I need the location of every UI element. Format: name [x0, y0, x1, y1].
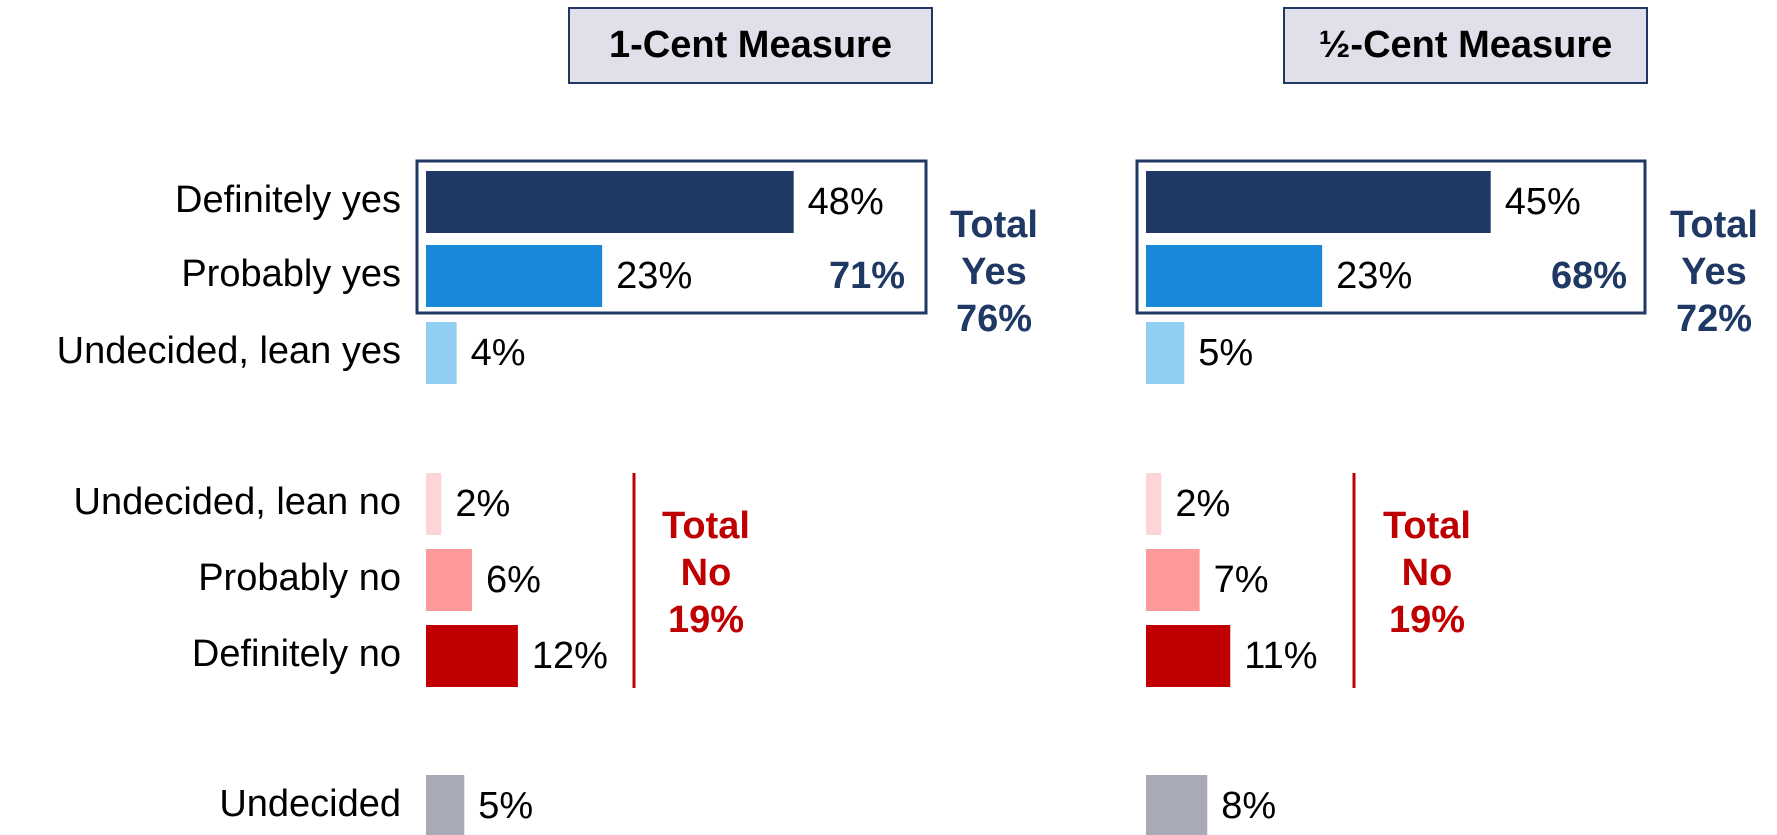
bar [1146, 322, 1185, 384]
category-label: Undecided [219, 783, 401, 825]
bar [426, 775, 465, 835]
bar [1146, 473, 1162, 535]
total-no-value: 19% [667, 599, 745, 641]
bar [1146, 625, 1231, 687]
bar [1146, 549, 1200, 611]
value-label: 6% [486, 559, 541, 601]
value-label: 2% [1175, 483, 1230, 525]
total-yes: Total Yes 72% [1649, 202, 1777, 343]
value-label: 12% [532, 635, 608, 677]
total-yes-label: Total Yes [1670, 204, 1758, 293]
bar [1146, 171, 1491, 233]
yes-box [1135, 159, 1647, 315]
bar [426, 322, 457, 384]
subtotal-label: 71% [829, 255, 905, 297]
bar [426, 171, 794, 233]
category-label: Probably yes [181, 253, 401, 295]
bar [426, 625, 518, 687]
total-yes-value: 76% [955, 298, 1033, 340]
bar [426, 473, 442, 535]
total-no-label: Total No [662, 505, 750, 594]
value-label: 48% [808, 181, 884, 223]
total-no: Total No 19% [1362, 503, 1492, 644]
value-label: 5% [478, 785, 533, 827]
total-yes: Total Yes 76% [929, 202, 1059, 343]
value-label: 2% [455, 483, 510, 525]
bar [1146, 775, 1208, 835]
value-label: 45% [1505, 181, 1581, 223]
value-label: 8% [1221, 785, 1276, 827]
category-label: Definitely yes [175, 179, 401, 221]
chart-title: 1-Cent Measure [568, 7, 933, 84]
category-label: Undecided, lean no [74, 481, 401, 523]
total-yes-label: Total Yes [950, 204, 1038, 293]
value-label: 5% [1198, 332, 1253, 374]
bar [426, 245, 603, 307]
value-label: 23% [1336, 255, 1412, 297]
total-yes-value: 72% [1675, 298, 1753, 340]
value-label: 23% [616, 255, 692, 297]
total-no: Total No 19% [641, 503, 771, 644]
bar [1146, 245, 1323, 307]
category-label: Definitely no [192, 633, 401, 675]
value-label: 4% [471, 332, 526, 374]
category-label: Undecided, lean yes [57, 330, 401, 372]
value-label: 7% [1214, 559, 1269, 601]
total-no-value: 19% [1388, 599, 1466, 641]
value-label: 11% [1244, 635, 1317, 677]
chart-title: ½-Cent Measure [1283, 7, 1648, 84]
subtotal-label: 68% [1551, 255, 1627, 297]
bar [426, 549, 472, 611]
yes-box [415, 159, 928, 315]
total-no-label: Total No [1383, 505, 1471, 594]
category-label: Probably no [198, 557, 401, 599]
